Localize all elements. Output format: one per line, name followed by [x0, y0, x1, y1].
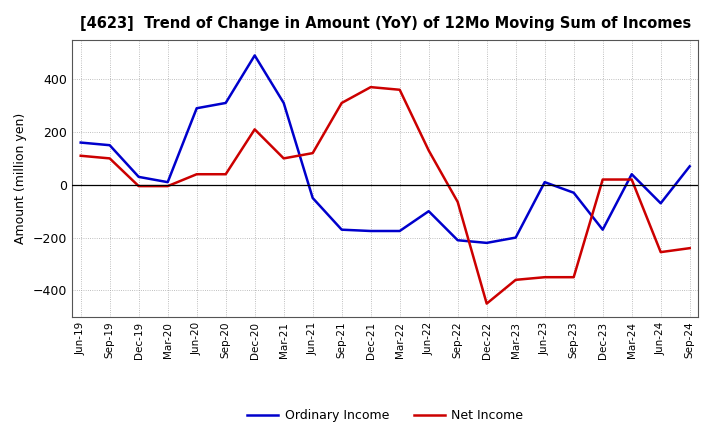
Ordinary Income — [76, 140, 85, 145]
Ordinary Income — [338, 227, 346, 232]
Ordinary Income — [482, 240, 491, 246]
Net Income — [366, 84, 375, 90]
Net Income — [424, 148, 433, 153]
Ordinary Income — [135, 174, 143, 180]
Ordinary Income — [163, 180, 172, 185]
Ordinary Income — [511, 235, 520, 240]
Net Income — [395, 87, 404, 92]
Net Income — [76, 153, 85, 158]
Ordinary Income — [657, 201, 665, 206]
Net Income — [279, 156, 288, 161]
Net Income — [338, 100, 346, 106]
Ordinary Income — [570, 190, 578, 195]
Ordinary Income — [366, 228, 375, 234]
Ordinary Income — [395, 228, 404, 234]
Net Income — [105, 156, 114, 161]
Ordinary Income — [627, 172, 636, 177]
Net Income — [454, 199, 462, 205]
Net Income — [598, 177, 607, 182]
Net Income — [135, 183, 143, 189]
Ordinary Income — [192, 106, 201, 111]
Net Income — [685, 246, 694, 251]
Net Income — [482, 301, 491, 306]
Ordinary Income — [454, 238, 462, 243]
Ordinary Income — [308, 195, 317, 201]
Ordinary Income — [541, 180, 549, 185]
Legend: Ordinary Income, Net Income: Ordinary Income, Net Income — [242, 404, 528, 427]
Net Income — [251, 127, 259, 132]
Net Income — [570, 275, 578, 280]
Ordinary Income — [685, 164, 694, 169]
Net Income — [541, 275, 549, 280]
Net Income — [308, 150, 317, 156]
Ordinary Income — [251, 53, 259, 58]
Ordinary Income — [598, 227, 607, 232]
Net Income — [511, 277, 520, 282]
Net Income — [657, 249, 665, 255]
Net Income — [221, 172, 230, 177]
Net Income — [192, 172, 201, 177]
Ordinary Income — [424, 209, 433, 214]
Line: Net Income: Net Income — [81, 87, 690, 304]
Ordinary Income — [105, 143, 114, 148]
Line: Ordinary Income: Ordinary Income — [81, 55, 690, 243]
Ordinary Income — [279, 100, 288, 106]
Net Income — [163, 183, 172, 189]
Y-axis label: Amount (million yen): Amount (million yen) — [14, 113, 27, 244]
Title: [4623]  Trend of Change in Amount (YoY) of 12Mo Moving Sum of Incomes: [4623] Trend of Change in Amount (YoY) o… — [80, 16, 690, 32]
Net Income — [627, 177, 636, 182]
Ordinary Income — [221, 100, 230, 106]
